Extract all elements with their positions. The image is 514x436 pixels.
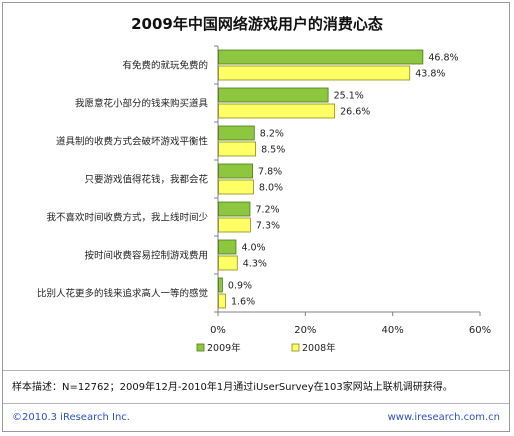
data-label-2008: 1.6% — [231, 297, 255, 308]
category-label: 有免费的就玩免费的 — [122, 60, 208, 72]
divider — [3, 403, 509, 404]
bar-2008 — [218, 141, 257, 157]
legend-swatch-2008 — [291, 343, 300, 352]
category-label: 我愿意花小部分的钱来购买道具 — [75, 98, 209, 110]
bar-2008 — [218, 179, 254, 195]
chart-title: 2009年中国网络游戏用户的消费心态 — [131, 15, 383, 33]
category-label: 只要游戏值得花钱，我都会花 — [84, 174, 208, 186]
bar-2009 — [218, 201, 251, 217]
data-label-2008: 7.3% — [256, 221, 280, 232]
legend-label-2009: 2009年 — [207, 342, 241, 354]
bar-2008 — [218, 255, 238, 271]
category-label: 比别人花更多的钱来追求高人一等的感觉 — [37, 288, 208, 300]
data-label-2009: 8.2% — [260, 129, 284, 140]
bar-2009 — [218, 125, 255, 141]
data-label-2009: 7.2% — [255, 205, 279, 216]
bar-2009 — [218, 239, 237, 255]
data-label-2009: 25.1% — [334, 91, 364, 102]
chart-frame — [2, 2, 510, 432]
data-label-2008: 43.8% — [415, 69, 445, 80]
x-tick-label: 20% — [294, 325, 316, 336]
x-tick-label: 60% — [469, 325, 491, 336]
data-label-2009: 0.9% — [228, 281, 252, 292]
bar-2008 — [218, 293, 226, 309]
data-label-2009: 46.8% — [428, 53, 458, 64]
data-label-2008: 26.6% — [340, 107, 370, 118]
category-label: 我不喜欢时间收费方式，我上线时间少 — [46, 212, 208, 224]
bar-2009 — [218, 163, 253, 179]
data-label-2008: 8.5% — [261, 145, 285, 156]
bar-2009 — [218, 87, 329, 103]
category-label: 按时间收费容易控制游戏费用 — [84, 250, 208, 262]
divider — [3, 370, 509, 371]
data-label-2009: 4.0% — [241, 243, 265, 254]
website-link[interactable]: www.iresearch.com.cn — [387, 412, 500, 423]
bar-2008 — [218, 217, 251, 233]
bar-2008 — [218, 65, 411, 81]
category-label: 道具制的收费方式会破坏游戏平衡性 — [56, 136, 209, 148]
bar-chart: 0% 20% 40% 60% 有免费的就玩免费的 46.8% 43.8% 我愿意花小部分的钱来… — [37, 45, 491, 354]
data-label-2009: 7.8% — [258, 167, 282, 178]
bar-2009 — [218, 49, 424, 65]
data-label-2008: 8.0% — [259, 183, 283, 194]
bar-2009 — [218, 277, 223, 293]
legend-label-2008: 2008年 — [302, 342, 336, 354]
sample-note: 样本描述：N=12762；2009年12月-2010年1月通过iUserSurv… — [12, 382, 453, 393]
x-tick-label: 40% — [382, 325, 404, 336]
data-label-2008: 4.3% — [243, 259, 267, 270]
x-tick-label: 0% — [210, 325, 226, 336]
bar-2008 — [218, 103, 336, 119]
copyright-text: ©2010.3 iResearch Inc. — [12, 412, 130, 423]
legend-swatch-2009 — [196, 343, 205, 352]
